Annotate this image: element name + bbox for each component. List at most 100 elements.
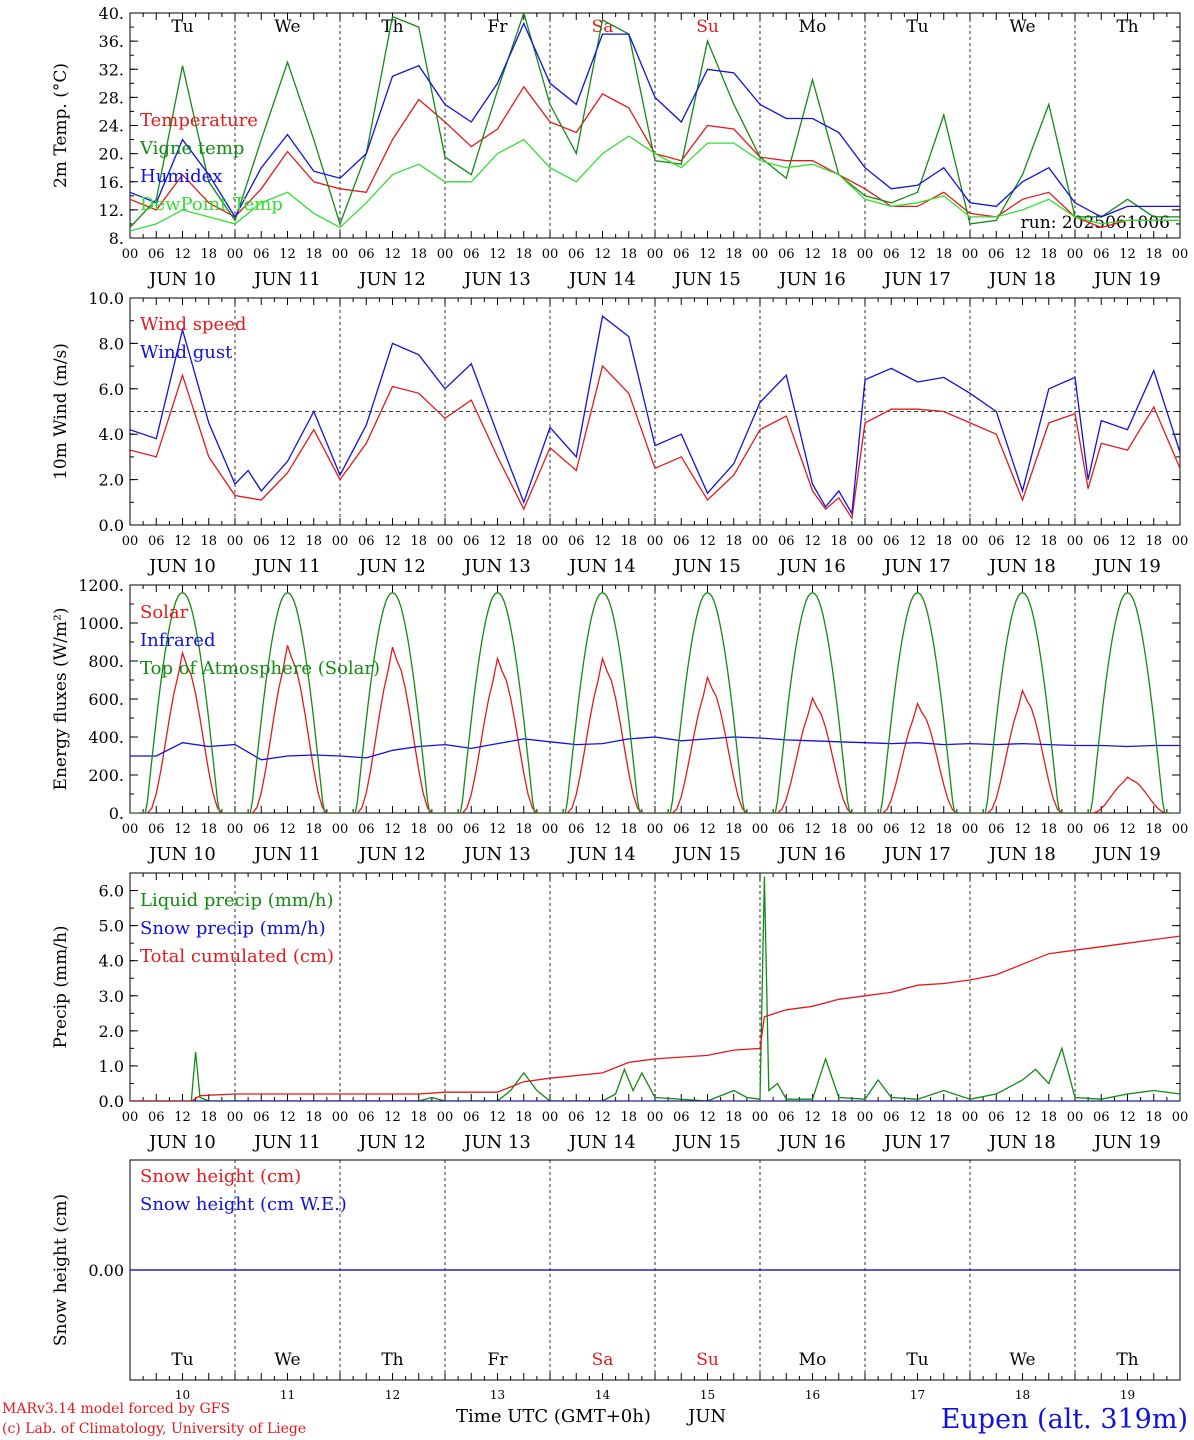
day-label: JUN 18	[987, 844, 1056, 865]
day-number: 14	[595, 1388, 611, 1402]
hour-label: 12	[1119, 822, 1136, 837]
weekday-label: Fr	[488, 17, 509, 37]
weekday-label: Tu	[171, 1350, 193, 1370]
hour-label: 18	[305, 247, 322, 262]
y-axis-label: 10m Wind (m/s)	[51, 343, 71, 480]
y-tick-label: 20.	[99, 145, 124, 164]
hour-label: 18	[1040, 534, 1057, 549]
hour-label: 18	[620, 247, 637, 262]
legend-entry: Infrared	[140, 630, 215, 651]
y-tick-label: 8.	[109, 229, 124, 248]
hour-label: 12	[174, 247, 191, 262]
series-line	[130, 315, 1180, 516]
hour-label: 00	[962, 247, 979, 262]
hour-label: 18	[1145, 247, 1162, 262]
hour-label: 06	[358, 822, 375, 837]
hour-label: 06	[673, 247, 690, 262]
day-number: 12	[385, 1388, 400, 1402]
hour-label: 18	[935, 247, 952, 262]
day-label: JUN 14	[567, 1132, 636, 1153]
hour-label: 00	[437, 1110, 454, 1125]
day-label: JUN 12	[357, 269, 426, 290]
day-label: JUN 11	[252, 556, 321, 577]
y-tick-label: 36.	[99, 32, 124, 51]
y-tick-label: 0.0	[99, 516, 124, 535]
hour-label: 06	[253, 247, 270, 262]
hour-label: 00	[857, 822, 874, 837]
hour-label: 18	[620, 534, 637, 549]
hour-label: 00	[437, 534, 454, 549]
hour-label: 00	[542, 822, 559, 837]
hour-label: 06	[463, 1110, 480, 1125]
hour-label: 18	[305, 1110, 322, 1125]
weekday-label: Th	[381, 1350, 403, 1370]
hour-label: 12	[489, 534, 506, 549]
hour-label: 06	[778, 1110, 795, 1125]
y-tick-label: 8.0	[99, 334, 124, 353]
hour-label: 12	[804, 247, 821, 262]
hour-label: 06	[568, 822, 585, 837]
hour-label: 12	[699, 534, 716, 549]
hour-label: 18	[410, 247, 427, 262]
day-label: JUN 13	[462, 844, 531, 865]
y-tick-label: 12.	[99, 201, 124, 220]
hour-label: 00	[122, 247, 139, 262]
hour-label: 18	[830, 822, 847, 837]
plot-frame	[129, 12, 1181, 239]
day-label: JUN 19	[1092, 269, 1161, 290]
legend-entry: Snow height (cm W.E.)	[140, 1194, 347, 1215]
day-label: JUN 16	[777, 269, 846, 290]
day-label: JUN 19	[1092, 1132, 1161, 1153]
day-number: 19	[1120, 1388, 1135, 1402]
y-tick-label: 5.0	[99, 917, 124, 936]
hour-label: 00	[752, 822, 769, 837]
hour-label: 00	[647, 534, 664, 549]
hour-label: 00	[1067, 1110, 1084, 1125]
hour-label: 12	[279, 822, 296, 837]
day-label: JUN 18	[987, 269, 1056, 290]
day-label: JUN 10	[147, 1132, 216, 1153]
hour-label: 06	[358, 1110, 375, 1125]
hour-label: 06	[778, 534, 795, 549]
series-line	[130, 364, 1180, 521]
weekday-label: Th	[1116, 1350, 1138, 1370]
hour-label: 18	[1040, 247, 1057, 262]
hour-label: 00	[332, 247, 349, 262]
hour-label: 12	[384, 822, 401, 837]
panel-5: 0.00 Snow height (cm) 10 11 12 13 14 15 16 17 18 19…	[51, 1159, 1181, 1402]
hour-label: 00	[647, 822, 664, 837]
series-layer	[130, 591, 1180, 813]
series-line	[130, 876, 1180, 1101]
legend-entry: Top of Atmosphere (Solar)	[140, 658, 380, 679]
y-tick-label: 3.0	[99, 987, 124, 1006]
hour-label: 12	[909, 247, 926, 262]
day-label: JUN 15	[672, 1132, 741, 1153]
series-line	[130, 21, 1180, 219]
hour-label: 00	[857, 534, 874, 549]
weekday-label: Th	[381, 17, 403, 37]
hour-label: 00	[752, 1110, 769, 1125]
location-label: Eupen (alt. 319m)	[941, 1404, 1188, 1435]
y-tick-label: 200.	[88, 766, 124, 785]
day-label: JUN 13	[462, 269, 531, 290]
hour-label: 18	[725, 822, 742, 837]
weekday-label: Tu	[171, 17, 193, 37]
hour-label: 00	[752, 534, 769, 549]
series-line	[130, 935, 1180, 1101]
day-number: 13	[490, 1388, 505, 1402]
weekday-label: Sa	[592, 1350, 614, 1370]
hour-label: 18	[1145, 822, 1162, 837]
hour-label: 00	[857, 247, 874, 262]
hour-label: 00	[227, 1110, 244, 1125]
weekday-label: Su	[696, 17, 719, 37]
hour-label: 06	[988, 1110, 1005, 1125]
panel-1: 8. 12. 16. 20. 24. 28. 32. 36. 40. 2m Temp. (°C) 0…	[51, 4, 1188, 290]
hour-label: 12	[489, 247, 506, 262]
hour-label: 06	[883, 822, 900, 837]
hour-label: 12	[174, 1110, 191, 1125]
y-tick-label: 28.	[99, 88, 124, 107]
hour-label: 18	[1145, 1110, 1162, 1125]
hour-label: 00	[1172, 534, 1189, 549]
day-label: JUN 10	[147, 844, 216, 865]
y-tick-label: 0.00	[88, 1261, 124, 1280]
